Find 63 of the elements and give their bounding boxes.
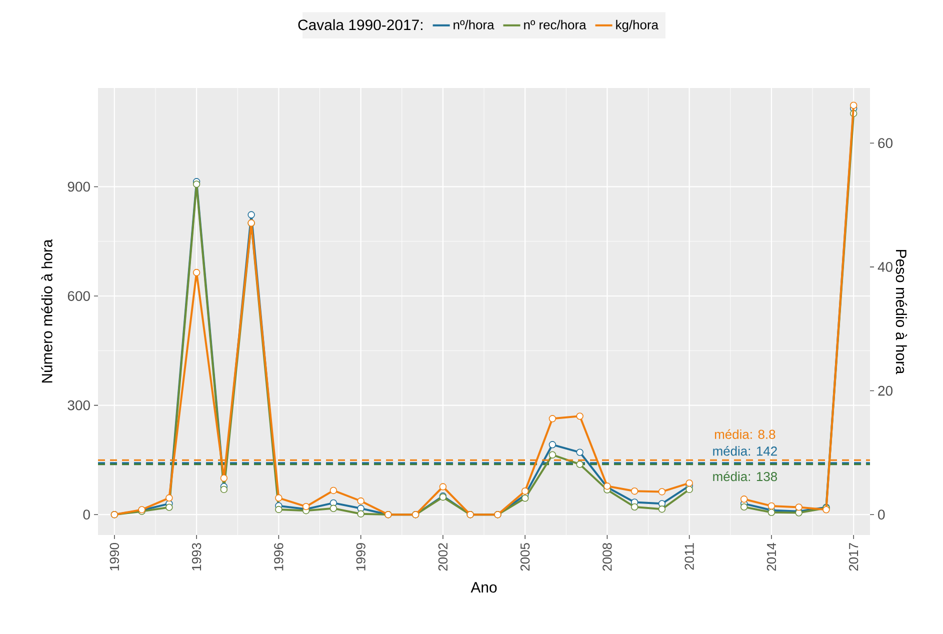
point <box>795 504 802 511</box>
x-tick-label: 2011 <box>684 543 694 570</box>
y-tick-label: 0 <box>83 510 90 520</box>
y2-tick-label: 20 <box>878 386 892 396</box>
x-tick-label: 1996 <box>274 543 284 570</box>
point <box>658 488 666 496</box>
y2-tick-label: 60 <box>878 138 892 148</box>
y2-tick-label: 0 <box>878 510 885 520</box>
point <box>548 451 556 458</box>
point <box>357 510 364 518</box>
point <box>768 508 776 516</box>
point <box>192 180 200 188</box>
point <box>275 494 282 502</box>
point <box>576 460 584 468</box>
point <box>275 506 282 514</box>
point <box>740 496 748 503</box>
x-tick-label: 2002 <box>438 543 448 571</box>
point <box>576 412 584 420</box>
point <box>658 506 666 513</box>
point <box>576 448 584 456</box>
x-tick-label: 2008 <box>602 543 612 571</box>
point <box>521 494 529 502</box>
y2-axis-title: Peso médio à hora <box>896 250 908 374</box>
point <box>302 502 310 510</box>
ref-line-label: média: 8.8 <box>714 429 776 439</box>
point <box>521 488 529 495</box>
x-tick-label: 1993 <box>192 543 202 570</box>
point <box>330 486 338 494</box>
point <box>686 479 693 487</box>
point <box>166 504 173 511</box>
point <box>220 486 228 494</box>
y-axis-title: Número médio à hora <box>41 239 52 383</box>
point <box>740 503 748 511</box>
legend-title: Cavala 1990-2017: <box>298 19 422 30</box>
legend-label: nº/hora <box>454 20 494 30</box>
point <box>850 102 858 109</box>
y-tick-label: 600 <box>68 291 90 301</box>
point <box>686 486 693 494</box>
y2-tick-label: 40 <box>878 262 892 272</box>
point <box>630 503 638 511</box>
y-tick-label: 900 <box>68 182 90 192</box>
x-tick-label: 2005 <box>520 543 530 571</box>
y-tick-label: 300 <box>68 400 90 410</box>
point <box>768 502 776 510</box>
point <box>192 268 200 276</box>
point <box>330 504 338 512</box>
x-tick-label: 2017 <box>848 543 858 571</box>
point <box>248 211 255 218</box>
legend-label: kg/hora <box>616 20 658 32</box>
point <box>548 415 556 422</box>
point <box>548 441 556 448</box>
point <box>630 488 638 495</box>
legend-label: nº rec/hora <box>524 20 586 30</box>
point <box>166 494 173 502</box>
point <box>220 474 228 482</box>
x-tick-label: 2014 <box>766 542 776 571</box>
ref-line-label: média: 142 <box>713 446 777 456</box>
ref-line-label: média: 138 <box>713 472 778 482</box>
point <box>357 497 364 505</box>
point <box>439 483 447 490</box>
x-tick-label: 1990 <box>110 543 120 570</box>
x-tick-label: 1999 <box>356 543 366 570</box>
x-axis-title: Ano <box>470 582 497 593</box>
